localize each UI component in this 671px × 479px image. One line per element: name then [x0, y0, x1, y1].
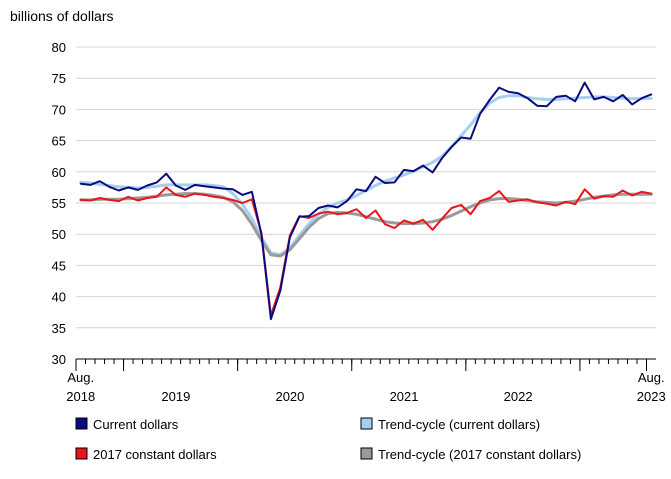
y-axis-ticks: 30 35 40 45 50 55 60 65 70 75 80	[52, 40, 66, 367]
legend-swatch	[75, 417, 88, 430]
y-tick-label: 65	[52, 134, 66, 149]
x-tick-label: Aug.	[67, 370, 94, 385]
y-tick-label: 30	[52, 352, 66, 367]
legend-swatch	[360, 447, 373, 460]
gridlines	[76, 46, 656, 329]
x-tick-label: 2021	[390, 389, 419, 404]
legend-label: Current dollars	[93, 417, 179, 432]
series-lines	[79, 81, 653, 321]
y-tick-label: 70	[52, 102, 66, 117]
y-axis-label: billions of dollars	[10, 8, 114, 24]
series-line-2017-constant-dollars	[79, 186, 653, 317]
legend-label: Trend-cycle (2017 constant dollars)	[378, 447, 581, 462]
legend-label: Trend-cycle (current dollars)	[378, 417, 540, 432]
x-axis: Aug. 2018 2019 2020 2021 2022 Aug. 2023	[66, 358, 666, 404]
y-tick-label: 40	[52, 290, 66, 305]
y-tick-label: 80	[52, 40, 66, 55]
x-tick-label: 2023	[637, 389, 666, 404]
legend-swatch	[75, 447, 88, 460]
x-tick-label: 2019	[161, 389, 190, 404]
y-tick-label: 45	[52, 258, 66, 273]
legend-label: 2017 constant dollars	[93, 447, 217, 462]
x-tick-label: 2020	[275, 389, 304, 404]
x-tick-label: Aug.	[638, 370, 665, 385]
x-tick-label: 2018	[66, 389, 95, 404]
series-line-current-dollars	[79, 81, 653, 321]
legend-swatch	[360, 417, 373, 430]
y-tick-label: 50	[52, 227, 66, 242]
x-tick-label: 2022	[504, 389, 533, 404]
y-tick-label: 55	[52, 196, 66, 211]
legend: Current dollars Trend-cycle (current doll…	[75, 417, 581, 462]
y-tick-label: 35	[52, 321, 66, 336]
y-tick-label: 60	[52, 165, 66, 180]
y-tick-label: 75	[52, 71, 66, 86]
